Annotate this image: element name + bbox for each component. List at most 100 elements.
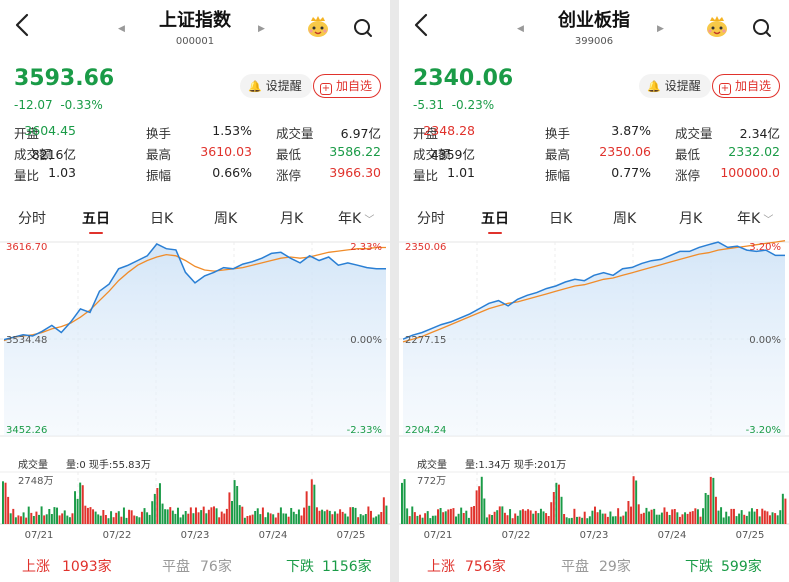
stat-value: 2332.02 [728,144,780,159]
volume-bar [678,516,681,524]
volume-bar [573,508,576,524]
volume-bar [153,493,156,524]
volume-bar [725,511,728,524]
volume-bar [614,516,617,524]
index-title: 上证指数 [159,10,231,31]
tab-4[interactable]: 月K [280,208,303,228]
volume-bar [99,515,102,524]
tab-3[interactable]: 周K [214,208,237,228]
add-watchlist-button[interactable]: + 加自选 [313,74,382,98]
volume-bar [220,511,223,524]
tab-1[interactable]: 五日 [481,208,509,234]
volume-bar [434,515,437,524]
search-icon[interactable] [353,18,373,38]
volume-bar [663,507,666,524]
bell-icon: 🔔 [647,80,661,93]
search-icon[interactable] [752,18,772,38]
stat-row: 量比 1.03 振幅 0.66% 涨停 3966.30 [14,163,381,184]
volume-bar [511,518,514,524]
volume-bar [169,507,172,524]
volume-bar [184,511,187,524]
stat-value: 1.53% [212,123,252,138]
volume-bar [645,507,648,524]
volume-bar [112,517,115,524]
volume-bar [452,508,455,524]
volume-bar [704,493,707,524]
volume-bar [591,510,594,524]
set-alert-button[interactable]: 🔔 设提醒 [639,74,711,98]
tab-4[interactable]: 月K [679,208,702,228]
date-label: 07/23 [580,530,609,541]
change-pct: -0.23% [451,98,495,112]
next-index-icon[interactable]: ▶ [258,24,265,34]
prev-index-icon[interactable]: ◀ [517,24,524,34]
volume-bar [684,512,687,524]
volume-bar [187,513,190,524]
volume-bar [575,516,578,524]
tab-5[interactable]: 年K ﹀ [737,208,773,228]
stat-value: 6.97亿 [340,126,381,141]
volume-bar [120,516,123,524]
stats-grid: 开盘 3604.45 换手 1.53% 成交量 6.97亿 成交额 8216亿 最高 3610.0… [14,121,381,184]
volume-bar [763,510,766,524]
volume-bar [133,515,136,524]
volume-bar [20,516,22,524]
prev-index-icon[interactable]: ◀ [118,24,125,34]
tab-2[interactable]: 日K [549,208,572,228]
volume-bar [648,511,651,524]
tab-2[interactable]: 日K [150,208,173,228]
tab-3[interactable]: 周K [613,208,636,228]
volume-bar [485,517,488,524]
volume-bar [732,508,735,524]
stat-value: 3604.45 [24,123,76,138]
volume-bar [94,511,97,524]
mascot-icon[interactable] [704,14,730,40]
up-label: 上涨 [22,559,50,575]
tab-1[interactable]: 五日 [82,208,110,234]
volume-bar [612,516,614,524]
volume-header: 成交量 量:0 现手:55.83万 [0,452,390,472]
volume-bar [205,513,208,524]
volume-bar [624,511,627,524]
stat-row: 量比 1.01 振幅 0.77% 涨停 100000.0 [413,163,780,184]
next-index-icon[interactable]: ▶ [657,24,664,34]
back-arrow-icon[interactable] [411,12,433,38]
volume-bar [756,509,759,524]
volume-bar [532,513,535,524]
set-alert-button[interactable]: 🔔 设提醒 [240,74,312,98]
volume-bar [287,516,290,524]
back-arrow-icon[interactable] [12,12,34,38]
add-watchlist-label: 加自选 [735,79,772,93]
y-min-label: 3452.26 [6,425,47,436]
stat-label: 量比 [14,168,40,183]
volume-bar [43,515,46,524]
mascot-icon[interactable] [305,14,331,40]
volume-bar [565,517,568,524]
change-pct: -0.33% [60,98,103,112]
tab-5[interactable]: 年K ﹀ [338,208,374,228]
chevron-down-icon: ﹀ [760,215,774,226]
stat-label: 量比 [413,168,439,183]
volume-bar [416,515,419,524]
volume-bar [411,506,414,524]
volume-bar [382,497,385,524]
volume-bar [604,513,607,524]
volume-bar [771,512,774,524]
volume-bar [143,508,146,524]
period-tabs: 分时 五日 日K 周K 月K 年K ﹀ [399,200,789,234]
plus-icon: + [719,83,731,95]
volume-bar [529,510,532,524]
volume-bar [4,482,7,524]
tab-0[interactable]: 分时 [417,208,445,228]
date-label: 07/21 [424,530,453,541]
add-watchlist-button[interactable]: + 加自选 [712,74,781,98]
volume-bar [213,506,215,524]
volume-bar [475,490,478,524]
stat-label: 最高 [545,147,571,162]
volume-bar [333,511,336,524]
tab-0[interactable]: 分时 [18,208,46,228]
tab-label: 年K [737,211,761,227]
active-tab-underline [89,232,103,234]
stat-value: 0.77% [611,165,651,180]
volume-bar [401,482,403,524]
